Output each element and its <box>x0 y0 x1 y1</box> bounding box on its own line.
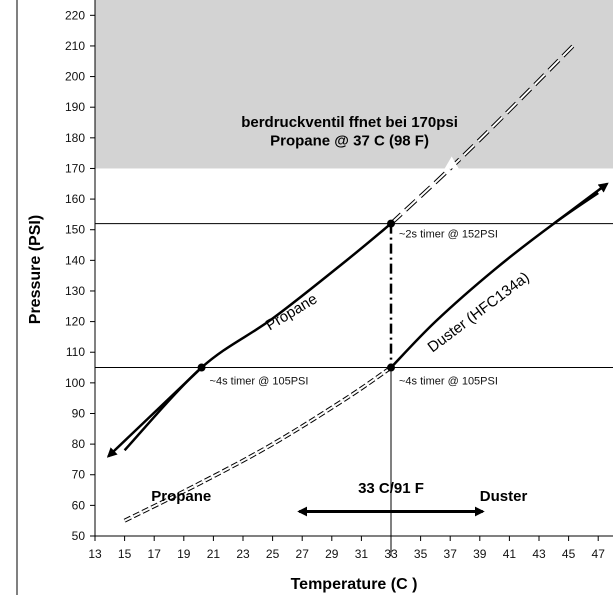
x-tick-label: 35 <box>414 547 428 561</box>
x-tick-label: 13 <box>88 547 102 561</box>
y-tick-label: 120 <box>65 315 85 329</box>
point-label: ~4s timer @ 105PSI <box>210 376 309 388</box>
series-line-dashed-inner <box>124 366 392 522</box>
x-tick-label: 41 <box>503 547 517 561</box>
y-tick-label: 50 <box>72 529 86 543</box>
shaded-region-text-line1: berdruckventil ffnet bei 170psi <box>241 114 458 131</box>
x-tick-label: 19 <box>177 547 191 561</box>
y-axis-title: Pressure (PSI) <box>27 215 44 324</box>
y-tick-label: 90 <box>72 406 86 420</box>
propane-arrow <box>106 366 203 458</box>
point-label: ~2s timer @ 152PSI <box>399 229 498 241</box>
y-tick-label: 200 <box>65 70 85 84</box>
data-point <box>197 363 206 372</box>
overpressure-region <box>95 0 613 169</box>
y-tick-label: 70 <box>72 468 86 482</box>
annotation-duster: Duster <box>480 488 528 505</box>
x-tick-label: 15 <box>118 547 132 561</box>
y-tick-label: 180 <box>65 131 85 145</box>
y-tick-label: 110 <box>66 345 85 359</box>
y-tick-label: 210 <box>65 39 85 53</box>
x-tick-label: 23 <box>236 547 250 561</box>
x-tick-label: 29 <box>325 547 339 561</box>
y-tick-label: 60 <box>72 498 86 512</box>
annotation-center-temp: 33 C/91 F <box>358 480 424 497</box>
x-axis-title: Temperature (C ) <box>291 576 418 593</box>
y-tick-label: 190 <box>65 100 85 114</box>
y-tick-label: 100 <box>65 376 85 390</box>
point-label: ~4s timer @ 105PSI <box>399 376 498 388</box>
data-point <box>387 363 395 372</box>
curve-label-propane: Propane <box>263 290 320 334</box>
x-tick-label: 17 <box>148 547 162 561</box>
x-tick-label: 39 <box>473 547 487 561</box>
x-tick-label: 21 <box>207 547 221 561</box>
y-tick-label: 150 <box>65 223 85 237</box>
x-tick-label: 25 <box>266 547 280 561</box>
y-tick-label: 130 <box>65 284 85 298</box>
data-point <box>387 219 395 228</box>
series-line-solid <box>123 222 392 452</box>
series-line-solid <box>390 191 599 369</box>
annotation-propane: Propane <box>151 488 211 505</box>
x-tick-label: 27 <box>296 547 310 561</box>
y-tick-label: 80 <box>72 437 86 451</box>
x-tick-label: 37 <box>444 547 458 561</box>
x-tick-label: 31 <box>355 547 369 561</box>
x-tick-label: 47 <box>592 547 606 561</box>
y-tick-label: 140 <box>65 253 85 267</box>
x-tick-label: 43 <box>532 547 546 561</box>
series-line-dashed-inner <box>390 42 577 225</box>
x-tick-label: 45 <box>562 547 576 561</box>
y-tick-label: 170 <box>65 161 85 175</box>
shaded-region-text-line2: Propane @ 37 C (98 F) <box>270 132 429 149</box>
y-tick-label: 220 <box>65 8 85 22</box>
shaded-region-notch <box>444 156 459 169</box>
duster-arrow <box>553 182 609 225</box>
y-tick-label: 160 <box>65 192 85 206</box>
